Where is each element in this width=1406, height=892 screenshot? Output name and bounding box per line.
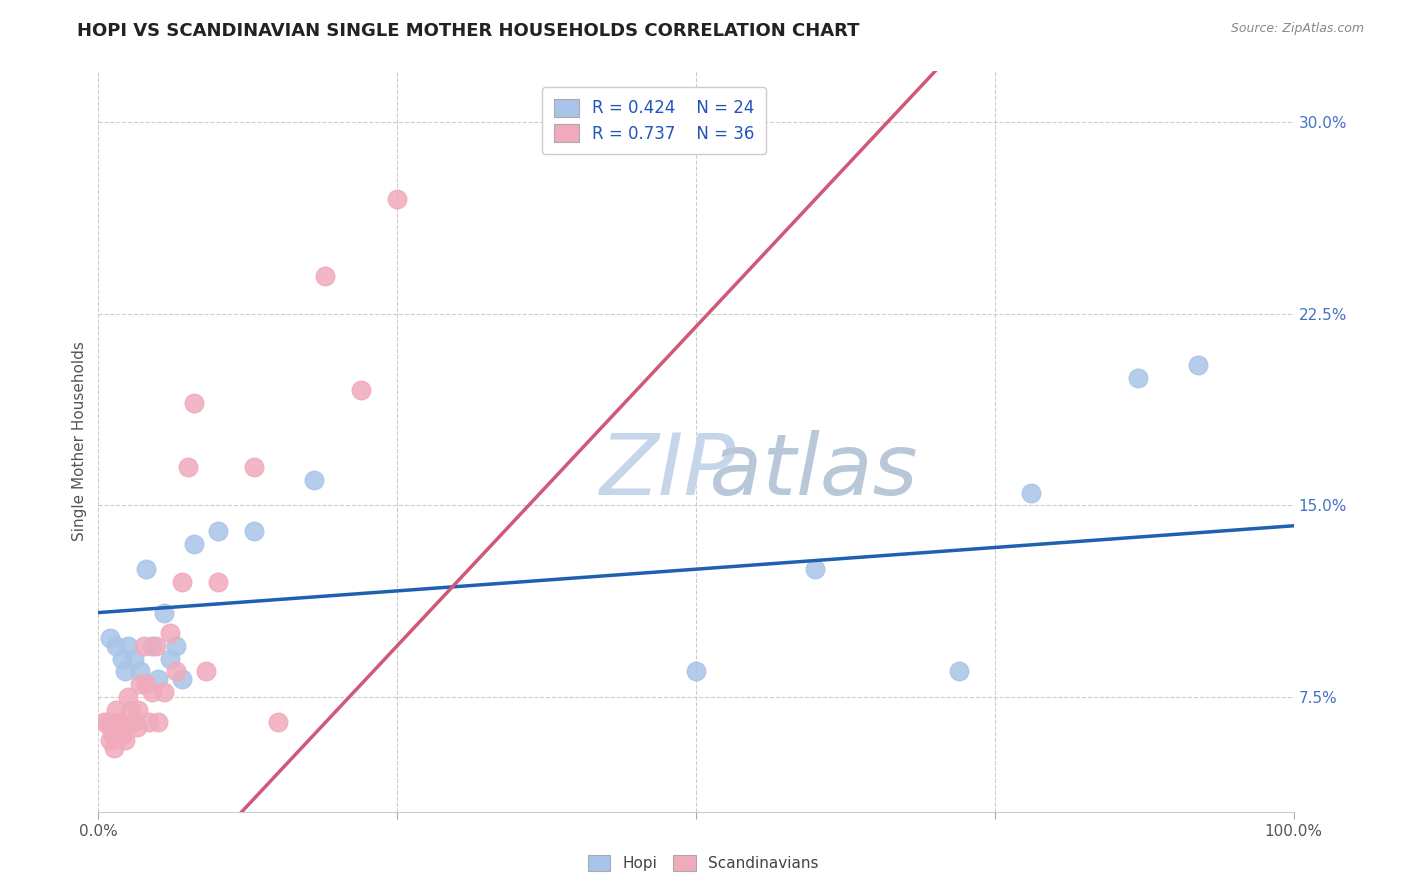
Point: [97, 715, 120, 730]
Point: [98, 733, 122, 747]
Point: [138, 715, 160, 730]
Point: [105, 703, 128, 717]
Point: [111, 728, 134, 742]
Point: [172, 574, 194, 589]
Point: [165, 639, 187, 653]
Point: [127, 703, 149, 717]
Legend: R = 0.424    N = 24, R = 0.737    N = 36: R = 0.424 N = 24, R = 0.737 N = 36: [543, 87, 766, 154]
Point: [93, 715, 115, 730]
Point: [107, 715, 129, 730]
Point: [132, 639, 155, 653]
Point: [105, 639, 128, 653]
Text: Source: ZipAtlas.com: Source: ZipAtlas.com: [1230, 22, 1364, 36]
Point: [267, 715, 290, 730]
Point: [302, 473, 325, 487]
Point: [685, 665, 707, 679]
Point: [101, 728, 124, 742]
Point: [103, 740, 125, 755]
Point: [141, 639, 163, 653]
Point: [1019, 485, 1042, 500]
Point: [124, 651, 146, 665]
Legend: Hopi, Scandinavians: Hopi, Scandinavians: [582, 849, 824, 877]
Point: [148, 715, 170, 730]
Point: [111, 651, 134, 665]
Point: [243, 460, 266, 475]
Point: [124, 715, 146, 730]
Point: [172, 672, 194, 686]
Point: [129, 665, 152, 679]
Point: [1128, 370, 1150, 384]
Point: [195, 665, 218, 679]
Point: [117, 639, 139, 653]
Point: [135, 677, 157, 691]
Point: [114, 733, 136, 747]
Point: [177, 460, 200, 475]
Point: [243, 524, 266, 538]
Point: [135, 562, 157, 576]
Point: [114, 665, 136, 679]
Point: [183, 396, 205, 410]
Point: [183, 536, 205, 550]
Point: [315, 268, 337, 283]
Point: [141, 684, 163, 698]
Point: [98, 721, 122, 735]
Text: atlas: atlas: [600, 430, 918, 513]
Y-axis label: Single Mother Households: Single Mother Households: [72, 342, 87, 541]
Text: HOPI VS SCANDINAVIAN SINGLE MOTHER HOUSEHOLDS CORRELATION CHART: HOPI VS SCANDINAVIAN SINGLE MOTHER HOUSE…: [77, 22, 860, 40]
Point: [1187, 358, 1209, 372]
Point: [207, 574, 229, 589]
Point: [125, 721, 148, 735]
Point: [129, 677, 152, 691]
Point: [804, 562, 827, 576]
Point: [98, 631, 122, 645]
Point: [350, 384, 373, 398]
Point: [117, 690, 139, 704]
Point: [153, 606, 176, 620]
Text: ZIP: ZIP: [600, 430, 737, 513]
Point: [148, 672, 170, 686]
Point: [153, 684, 176, 698]
Point: [207, 524, 229, 538]
Point: [159, 651, 181, 665]
Point: [120, 703, 142, 717]
Point: [165, 665, 187, 679]
Point: [108, 721, 131, 735]
Point: [145, 639, 167, 653]
Point: [159, 626, 181, 640]
Point: [385, 192, 409, 206]
Point: [948, 665, 970, 679]
